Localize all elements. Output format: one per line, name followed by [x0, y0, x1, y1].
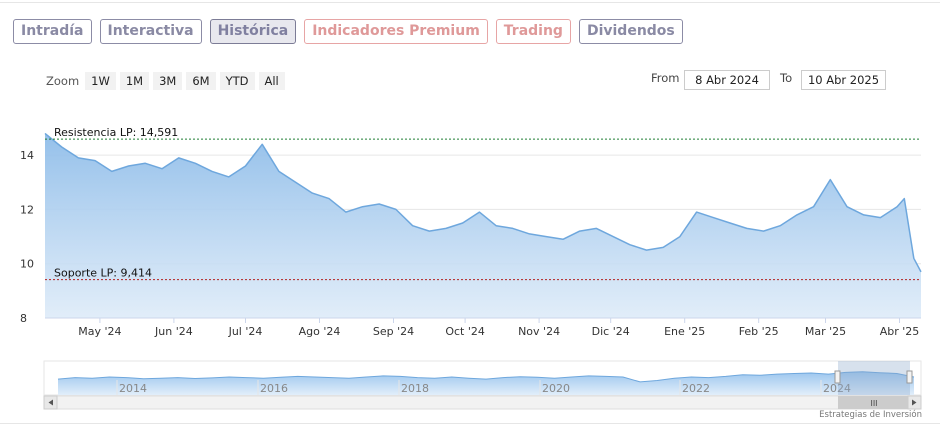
- navigator-year-label: 2014: [119, 382, 147, 395]
- zoom-all-button[interactable]: All: [258, 72, 285, 90]
- navigator-year-label: 2018: [401, 382, 429, 395]
- zoom-label: Zoom: [46, 74, 80, 88]
- x-tick-label: Ago '24: [299, 325, 341, 338]
- arrow-left-icon: [48, 399, 53, 406]
- support-label: Soporte LP: 9,414: [54, 267, 152, 280]
- tab-trading[interactable]: Trading: [495, 19, 571, 44]
- y-tick-label: 14: [20, 149, 34, 162]
- x-tick-label: Sep '24: [373, 325, 414, 338]
- y-tick-label: 10: [20, 258, 34, 271]
- navigator-year-label: 2024: [823, 382, 851, 395]
- top-divider: [0, 2, 940, 3]
- tab-intradia[interactable]: Intradía: [13, 19, 92, 44]
- navigator-handle-left[interactable]: [834, 370, 841, 384]
- x-tick-label: Oct '24: [445, 325, 485, 338]
- y-tick-label: 8: [20, 312, 27, 325]
- navigator-year-label: 2022: [682, 382, 710, 395]
- zoom-ytd-button[interactable]: YTD: [219, 72, 255, 90]
- zoom-3m-button[interactable]: 3M: [153, 72, 183, 90]
- range-to-input[interactable]: 10 Abr 2025: [801, 70, 886, 90]
- x-tick-label: Abr '25: [880, 325, 920, 338]
- range-from-input[interactable]: 8 Abr 2024: [684, 70, 770, 90]
- chart-credit[interactable]: Estrategias de Inversión: [819, 409, 922, 420]
- tab-dividendos[interactable]: Dividendos: [578, 19, 683, 44]
- tab-historica[interactable]: Histórica: [209, 19, 297, 44]
- y-tick-label: 12: [20, 203, 34, 216]
- x-tick-label: Nov '24: [518, 325, 560, 338]
- navigator-window[interactable]: [838, 361, 910, 395]
- navigator-line: [57, 371, 915, 383]
- x-tick-label: Mar '25: [805, 325, 846, 338]
- navigator-year-label: 2016: [260, 382, 288, 395]
- tab-interactiva[interactable]: Interactiva: [99, 19, 202, 44]
- range-from-label: From: [651, 71, 680, 85]
- x-tick-label: May '24: [78, 325, 121, 338]
- zoom-1w-button[interactable]: 1W: [85, 72, 116, 90]
- scrollbar-grip-icon: III: [870, 399, 877, 408]
- zoom-6m-button[interactable]: 6M: [186, 72, 216, 90]
- price-area: [45, 133, 921, 318]
- x-tick-label: Ene '25: [664, 325, 705, 338]
- zoom-selector: Zoom 1W 1M 3M 6M YTD All: [46, 72, 289, 90]
- tab-indicadores-premium[interactable]: Indicadores Premium: [304, 19, 488, 44]
- zoom-1m-button[interactable]: 1M: [119, 72, 150, 90]
- x-tick-label: Feb '25: [739, 325, 779, 338]
- x-tick-label: Dic '24: [592, 325, 630, 338]
- resistance-label: Resistencia LP: 14,591: [54, 126, 178, 139]
- bottom-divider: [0, 423, 940, 424]
- navigator-year-label: 2020: [542, 382, 570, 395]
- navigator-handle-right[interactable]: [906, 370, 913, 384]
- x-tick-label: Jun '24: [154, 325, 193, 338]
- arrow-right-icon: [912, 399, 917, 406]
- scrollbar-thumb[interactable]: [838, 396, 910, 409]
- scrollbar-track[interactable]: [43, 395, 922, 410]
- range-to-label: To: [780, 71, 793, 85]
- price-line: [44, 132, 922, 273]
- x-tick-label: Jul '24: [228, 325, 263, 338]
- chart-tabs: Intradía Interactiva Histórica Indicador…: [13, 19, 683, 44]
